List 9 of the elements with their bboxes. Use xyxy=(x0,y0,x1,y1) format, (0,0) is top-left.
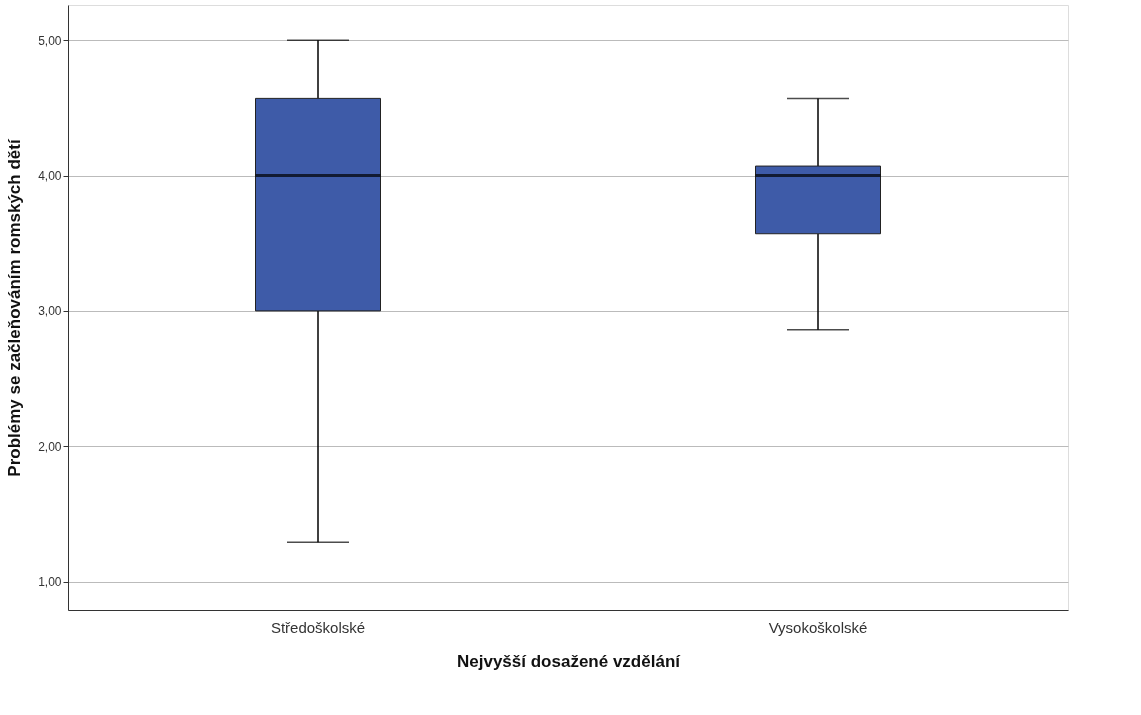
y-tick-label: 3,00 xyxy=(38,304,62,319)
x-tick-label: Vysokoškolské xyxy=(768,618,868,636)
y-axis-title: Problémy se začleňováním romských dětí xyxy=(5,138,25,477)
y-tick-label: 2,00 xyxy=(38,439,62,454)
y-tick-label: 4,00 xyxy=(38,169,62,184)
x-tick-label: Středoškolské xyxy=(270,618,366,636)
x-axis-title: Nejvyšší dosažené vzdělání xyxy=(457,651,682,671)
y-tick-label: 1,00 xyxy=(38,575,62,590)
y-tick-label: 5,00 xyxy=(38,33,62,48)
